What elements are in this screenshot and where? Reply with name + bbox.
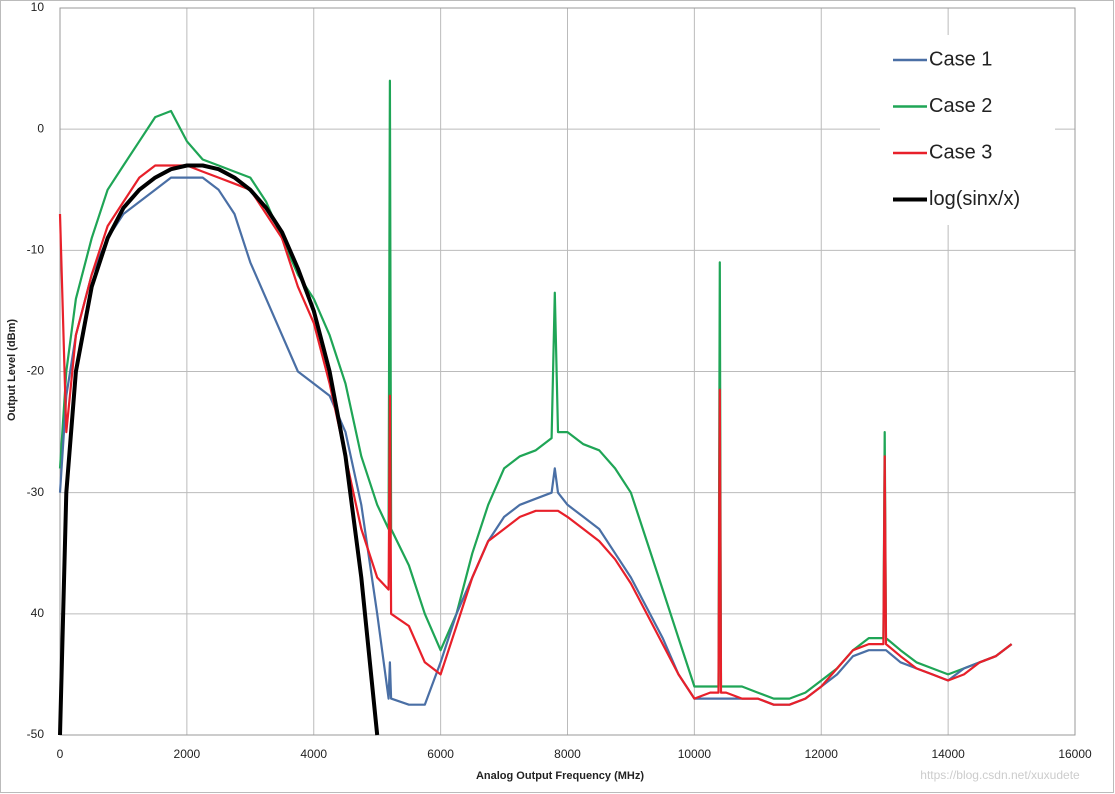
watermark: https://blog.csdn.net/xuxudete — [920, 768, 1080, 782]
legend-label: Case 1 — [929, 48, 992, 70]
x-tick-label: 10000 — [678, 747, 712, 761]
y-tick-label: -30 — [27, 485, 45, 499]
legend-label: log(sinx/x) — [929, 188, 1020, 210]
series-line — [58, 176, 1013, 706]
x-tick-label: 16000 — [1058, 747, 1092, 761]
x-tick-label: 12000 — [805, 747, 839, 761]
x-tick-label: 6000 — [427, 747, 454, 761]
plot-border — [59, 7, 1076, 736]
x-axis-title: Analog Output Frequency (MHz) — [476, 770, 644, 782]
series-line — [58, 164, 1013, 706]
x-tick-label: 0 — [57, 747, 64, 761]
y-tick-label: 0 — [37, 121, 44, 135]
x-tick-label: 4000 — [300, 747, 327, 761]
legend-box — [880, 35, 1055, 225]
y-tick-label: -50 — [27, 727, 45, 741]
x-tick-label: 2000 — [174, 747, 201, 761]
y-axis-title: Output Level (dBm) — [6, 319, 18, 421]
x-tick-label: 8000 — [554, 747, 581, 761]
legend-label: Case 2 — [929, 95, 992, 117]
series-line — [58, 79, 1013, 700]
series-line — [58, 163, 380, 736]
y-tick-label: -10 — [27, 243, 45, 257]
y-tick-label: 10 — [31, 0, 45, 14]
y-tick-label: 40 — [31, 606, 45, 620]
y-tick-label: -20 — [27, 364, 45, 378]
x-tick-label: 14000 — [931, 747, 965, 761]
legend-label: Case 3 — [929, 141, 992, 163]
